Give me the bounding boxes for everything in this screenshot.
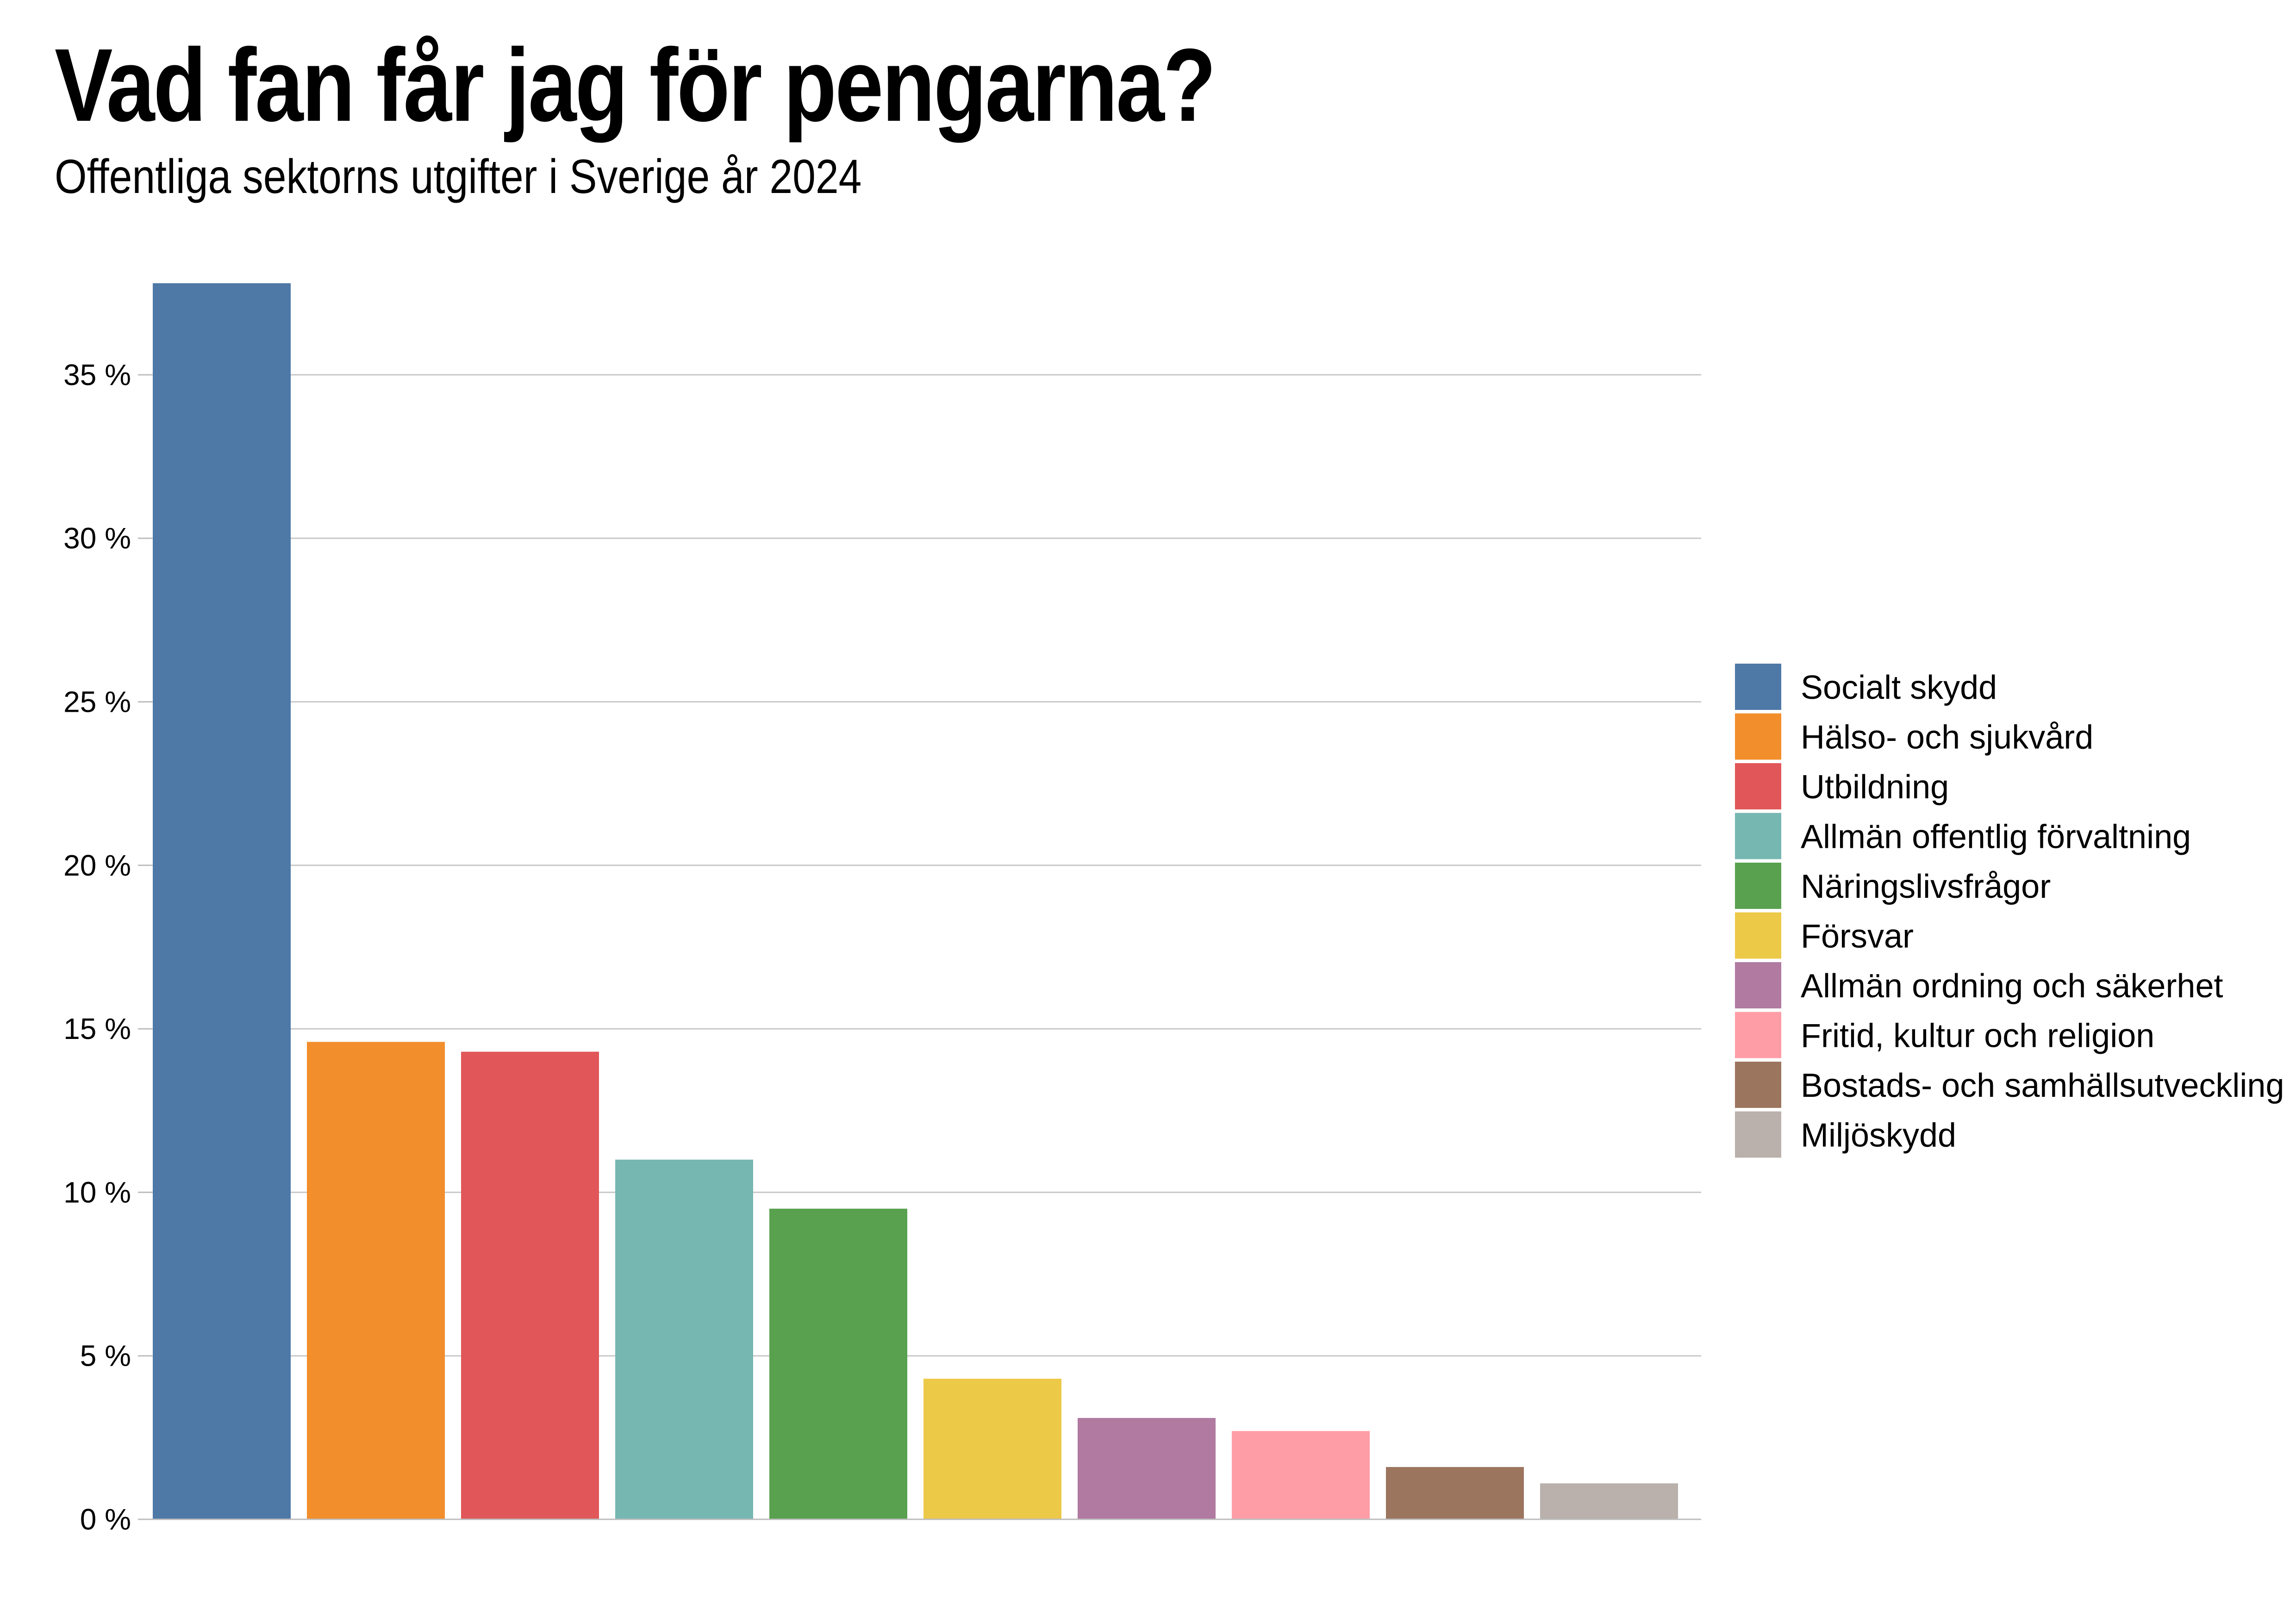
legend-label: Fritid, kultur och religion (1801, 1018, 2154, 1055)
legend-swatch (1735, 1012, 1781, 1058)
legend-swatch (1735, 763, 1781, 809)
bar (923, 1379, 1061, 1519)
legend-label: Allmän offentlig förvaltning (1801, 819, 2191, 856)
chart-subtitle: Offentliga sektorns utgifter i Sverige å… (55, 150, 862, 204)
legend-label: Socialt skydd (1801, 669, 1997, 706)
y-tick-label: 25 % (63, 685, 131, 718)
bar (461, 1051, 599, 1519)
y-tick-label: 20 % (63, 849, 131, 882)
bar (1078, 1418, 1216, 1519)
legend-swatch (1735, 713, 1781, 760)
bar (1540, 1483, 1678, 1519)
bar (1386, 1467, 1524, 1519)
legend-swatch (1735, 1111, 1781, 1158)
y-tick-label: 0 % (80, 1503, 131, 1536)
legend: Socialt skydd Hälso- och sjukvård Utbildni… (1735, 664, 2284, 1158)
legend-swatch (1735, 962, 1781, 1008)
bar (307, 1042, 445, 1519)
legend-swatch (1735, 813, 1781, 859)
legend-swatch (1735, 664, 1781, 710)
bar (615, 1159, 753, 1519)
legend-swatch (1735, 1062, 1781, 1108)
y-tick-label: 30 % (63, 522, 131, 555)
y-tick-label: 35 % (63, 358, 131, 392)
legend-label: Miljöskydd (1801, 1117, 1956, 1154)
bar (769, 1208, 907, 1519)
y-tick-label: 10 % (63, 1175, 131, 1209)
y-tick-label: 15 % (63, 1012, 131, 1045)
y-tick-label: 5 % (80, 1339, 131, 1373)
legend-label: Bostads- och samhällsutveckling (1801, 1067, 2284, 1104)
legend-label: Näringslivsfrågor (1801, 868, 2051, 905)
bar (153, 283, 291, 1519)
legend-label: Försvar (1801, 918, 1914, 955)
legend-label: Allmän ordning och säkerhet (1801, 968, 2223, 1005)
legend-swatch (1735, 912, 1781, 959)
legend-swatch (1735, 863, 1781, 909)
y-axis: 0 % 5 % 10 % 15 % 20 % 25 % 30 % 35 % (63, 358, 152, 1536)
bar (1232, 1431, 1370, 1519)
bars (153, 283, 1678, 1519)
chart-title: Vad fan får jag för pengarna? (55, 27, 1216, 143)
legend-label: Hälso- och sjukvård (1801, 719, 2093, 756)
legend-label: Utbildning (1801, 769, 1949, 806)
